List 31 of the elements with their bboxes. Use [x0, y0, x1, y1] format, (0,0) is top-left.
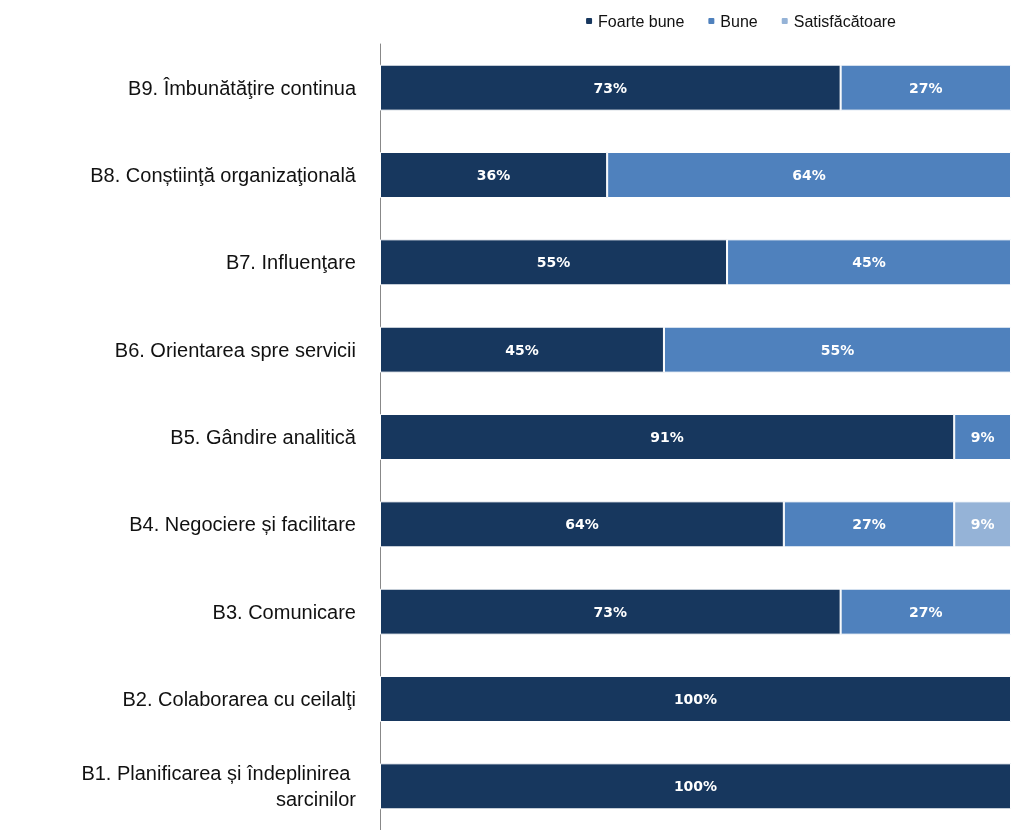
data-label: 100% — [673, 778, 718, 795]
data-label: 45% — [852, 254, 886, 271]
y-tick-label: B6. Orientarea spre servicii — [114, 338, 356, 361]
data-label: 27% — [909, 79, 943, 96]
data-label: 9% — [970, 516, 995, 533]
legend-label: Foarte bune — [598, 12, 685, 30]
y-tick-label: B1. Planificarea și îndeplinirea sarcinilor — [81, 762, 357, 811]
bar — [380, 676, 1011, 722]
y-tick-label: B3. Comunicare — [212, 600, 356, 623]
data-label: 27% — [852, 516, 886, 533]
data-label: 55% — [536, 254, 571, 271]
data-label: 64% — [792, 167, 826, 183]
y-tick-label: B7. Influenţare — [225, 251, 356, 274]
data-label: 45% — [505, 341, 539, 358]
data-label: 27% — [909, 603, 943, 620]
data-label: 64% — [565, 516, 599, 533]
data-label: 36% — [476, 167, 511, 183]
legend-label: Satisfăcătoare — [793, 12, 897, 30]
y-tick-label: B4. Negociere și facilitare — [129, 513, 356, 536]
bar — [380, 763, 1011, 810]
data-label: 9% — [970, 429, 995, 445]
data-label: 91% — [650, 429, 684, 445]
legend-label: Bune — [720, 12, 758, 30]
data-label: 100% — [673, 691, 718, 707]
y-tick-label: B5. Gândire analitică — [170, 426, 357, 448]
data-label: 73% — [593, 603, 628, 620]
data-label: 55% — [820, 341, 855, 358]
y-tick-label: B8. Conștiinţă organizaţională — [90, 164, 357, 186]
y-tick-label: B9. Îmbunătăţire continua — [128, 76, 357, 99]
data-label: 73% — [593, 79, 628, 96]
y-tick-label: B2. Colaborarea cu ceilalţi — [122, 688, 356, 710]
